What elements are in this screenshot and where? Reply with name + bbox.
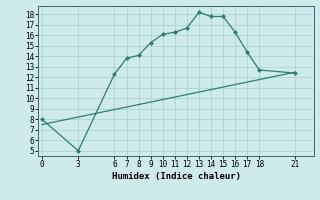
X-axis label: Humidex (Indice chaleur): Humidex (Indice chaleur) bbox=[111, 172, 241, 181]
